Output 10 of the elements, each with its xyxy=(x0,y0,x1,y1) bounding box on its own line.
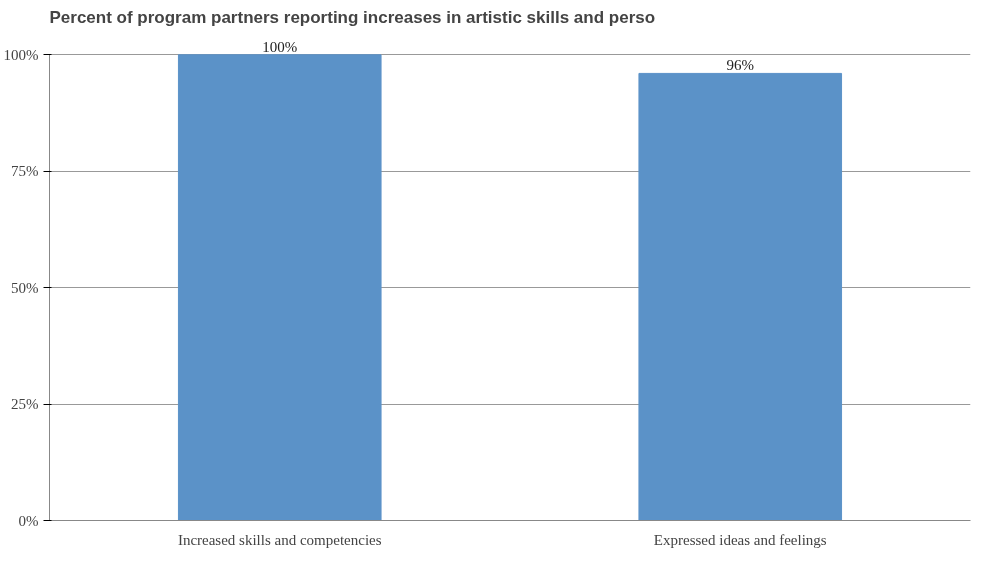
y-tick-label: 0% xyxy=(18,512,39,529)
x-tick-label: Increased skills and competencies xyxy=(177,531,382,548)
y-tick-label: 50% xyxy=(11,279,39,296)
y-tick-label: 100% xyxy=(3,46,39,63)
data-label: 100% xyxy=(262,38,298,55)
y-tick-label: 75% xyxy=(11,163,39,180)
data-label: 96% xyxy=(726,57,754,74)
x-tick-label: Expressed ideas and feelings xyxy=(653,531,827,548)
chart-title: Percent of program partners reporting increases in artistic skills and perso xyxy=(49,7,656,27)
y-tick-label: 25% xyxy=(11,396,39,413)
